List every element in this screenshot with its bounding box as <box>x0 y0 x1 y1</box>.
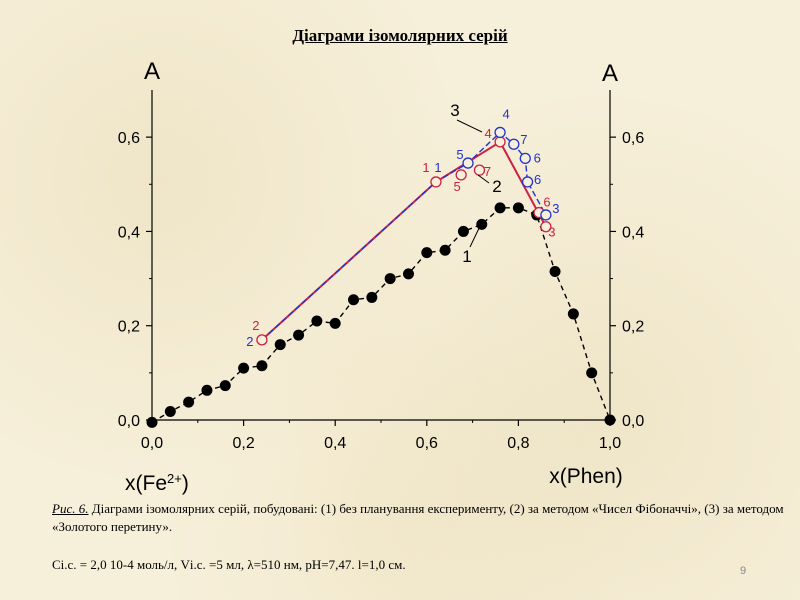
series-3-point <box>540 209 552 221</box>
series-3-point <box>521 176 534 188</box>
series-1-point <box>201 384 213 396</box>
y-tick-label-right: 0,6 <box>622 130 644 147</box>
x-tick-label: 1,0 <box>599 435 621 452</box>
slide-title: Діаграми ізомолярних серій <box>292 26 508 45</box>
page-number: 9 <box>740 565 747 577</box>
series-3-point <box>508 138 520 150</box>
y-tick-label-right: 0,2 <box>622 319 644 336</box>
x-tick-label: 0,2 <box>232 435 254 452</box>
series-3-point-label: 2 <box>246 334 253 349</box>
series-1-point <box>476 218 488 230</box>
series-1-point <box>457 225 469 237</box>
series-1-point <box>366 291 378 303</box>
x-tick-label: 0,8 <box>507 435 529 452</box>
figure-caption-text: Діаграми ізомолярних серій, побудовані: … <box>52 501 784 534</box>
y-tick-label-left: 0,2 <box>118 319 140 336</box>
series-2-point-label: 1 <box>422 160 429 175</box>
y-tick-label-right: 0,4 <box>622 224 644 241</box>
series-3-point <box>462 157 474 169</box>
series-3-point-label: 1 <box>434 160 441 175</box>
series-2-point <box>430 176 442 188</box>
series-1-point <box>311 315 323 327</box>
y-tick-label-left: 0,4 <box>118 224 140 241</box>
series-1-point <box>238 362 250 374</box>
curve-label-3-arrow <box>456 119 483 133</box>
series-2-line <box>261 140 547 341</box>
series-2-point <box>455 169 467 181</box>
series-3-line <box>261 131 547 341</box>
series-2-point <box>540 221 552 233</box>
series-1-point <box>402 268 414 280</box>
y-axis-label-right: A <box>602 60 618 87</box>
labels-layer: A A x(Fe2+) x(Phen) <box>125 58 623 495</box>
series-3-point-label: 6 <box>534 150 541 165</box>
series-3-point-label: 3 <box>552 201 559 216</box>
series-1-point <box>604 414 616 426</box>
series-1-point <box>549 266 561 277</box>
series-3-point <box>519 152 531 165</box>
series-3-point-label: 5 <box>456 147 463 162</box>
x-axis-label-left: x(Fe2+) <box>125 471 189 496</box>
series-1-point <box>183 396 195 408</box>
series-3-point-label: 7 <box>520 132 527 147</box>
series-1-point <box>329 317 341 329</box>
figure-caption: Рис. 6. Діаграми ізомолярних серій, побу… <box>52 500 792 535</box>
y-tick-label-left: 0,6 <box>118 130 140 147</box>
x-tick-label: 0,0 <box>141 435 163 452</box>
series-1-point <box>274 339 286 351</box>
curve-label-3: 3 <box>450 101 459 120</box>
curve-label-2-arrow <box>477 174 490 184</box>
series-1-point <box>384 273 396 285</box>
series-1-point <box>348 294 360 306</box>
series-1-point <box>293 329 305 341</box>
series-3-point-label: 4 <box>502 106 509 121</box>
series-2-point <box>473 164 486 176</box>
series-2-point-label: 7 <box>484 164 491 179</box>
series-2-point <box>256 334 268 346</box>
series-2-point-label: 3 <box>548 225 555 240</box>
series-1-point <box>586 367 598 379</box>
series-1-point <box>164 406 176 418</box>
experiment-parameters: Сі.с. = 2,0 10-4 моль/л, Vі.с. =5 мл, λ=… <box>52 557 406 572</box>
series-1-point <box>421 247 433 259</box>
series-1-point <box>512 202 524 214</box>
x-tick-label: 0,4 <box>324 435 346 452</box>
series-1-point <box>567 308 579 320</box>
x-tick-label: 0,6 <box>416 435 438 452</box>
series-1-point <box>146 416 158 428</box>
series-1-point <box>439 244 451 256</box>
series-2-point <box>494 136 506 148</box>
series-2-point-label: 2 <box>252 318 259 333</box>
curve-label-2: 2 <box>492 177 501 196</box>
figure-caption-number: Рис. 6. <box>52 501 89 516</box>
x-axis-label-right: x(Phen) <box>549 465 623 488</box>
curve-label-1: 1 <box>462 247 471 266</box>
series-2-point-label: 4 <box>484 126 491 141</box>
series-3-point-label: 6 <box>534 172 541 187</box>
y-axis-label-left: A <box>144 58 160 85</box>
series-1-line <box>151 207 611 423</box>
y-tick-label-left: 0,0 <box>118 413 140 430</box>
y-tick-label-right: 0,0 <box>622 413 644 430</box>
series-2-point-label: 5 <box>454 179 461 194</box>
series-3-point <box>494 126 506 139</box>
axes-layer: 0,0 0,00,2 0,20,4 0,40,6 0,60,0 0,2 0,4 0,6 0,8 1… <box>118 90 644 452</box>
series-1-point <box>494 202 506 214</box>
series-1-point <box>256 360 268 372</box>
series-2-point-label: 6 <box>543 195 550 210</box>
curve-label-1-arrow <box>469 221 483 248</box>
series-1-point <box>219 380 231 392</box>
